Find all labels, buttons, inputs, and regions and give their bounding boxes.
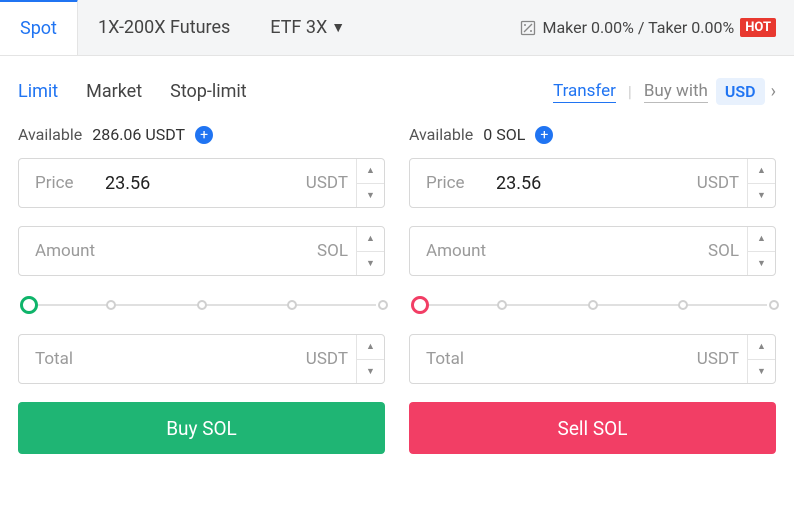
slider-stop[interactable] [287, 300, 297, 310]
slider-stop[interactable] [769, 300, 779, 310]
sell-total-unit: USDT [697, 349, 739, 369]
slider-stop[interactable] [678, 300, 688, 310]
stepper-down-icon[interactable]: ▼ [748, 184, 775, 208]
stepper-up-icon[interactable]: ▲ [357, 335, 384, 360]
buy-available-row: Available 286.06 USDT + [18, 125, 385, 144]
sell-price-unit: USDT [697, 173, 739, 193]
buy-with-label: Buy with [644, 81, 708, 103]
sell-amount-stepper: ▲ ▼ [747, 227, 775, 275]
stepper-down-icon[interactable]: ▼ [357, 360, 384, 384]
buy-button[interactable]: Buy SOL [18, 402, 385, 454]
slider-stop[interactable] [197, 300, 207, 310]
separator: | [628, 82, 632, 101]
chevron-down-icon: ▼ [331, 19, 345, 36]
buy-total-label: Total [19, 349, 105, 369]
buy-amount-stepper: ▲ ▼ [356, 227, 384, 275]
slider-handle[interactable] [20, 296, 38, 314]
tab-etf[interactable]: ETF 3X ▼ [250, 0, 365, 56]
buy-total-field: Total USDT ▲ ▼ [18, 334, 385, 384]
deposit-plus-icon[interactable]: + [195, 126, 213, 144]
sell-price-stepper: ▲ ▼ [747, 159, 775, 207]
stepper-down-icon[interactable]: ▼ [748, 252, 775, 276]
sell-total-field: Total USDT ▲ ▼ [409, 334, 776, 384]
buy-total-input[interactable] [105, 349, 306, 370]
sell-total-input[interactable] [496, 349, 697, 370]
buy-available-value: 286.06 USDT [92, 125, 185, 144]
stepper-up-icon[interactable]: ▲ [748, 227, 775, 252]
buy-price-field: Price USDT ▲ ▼ [18, 158, 385, 208]
slider-stop[interactable] [497, 300, 507, 310]
sell-available-label: Available [409, 125, 473, 144]
buy-amount-field: Amount SOL ▲ ▼ [18, 226, 385, 276]
buy-price-label: Price [19, 173, 105, 193]
stepper-up-icon[interactable]: ▲ [748, 159, 775, 184]
top-tab-bar: Spot 1X-200X Futures ETF 3X ▼ Maker 0.00… [0, 0, 794, 56]
hot-badge: HOT [740, 18, 776, 37]
sell-available-value: 0 SOL [483, 125, 525, 144]
buy-amount-label: Amount [19, 241, 105, 261]
buy-amount-unit: SOL [317, 241, 348, 261]
stepper-up-icon[interactable]: ▲ [748, 335, 775, 360]
sell-amount-input[interactable] [496, 241, 708, 262]
mode-market[interactable]: Market [86, 81, 142, 102]
buy-total-stepper: ▲ ▼ [356, 335, 384, 383]
sell-price-input[interactable] [496, 173, 697, 194]
buy-amount-input[interactable] [105, 241, 317, 262]
mode-stop-limit[interactable]: Stop-limit [170, 81, 247, 102]
sell-amount-unit: SOL [708, 241, 739, 261]
buy-available-label: Available [18, 125, 82, 144]
sell-available-row: Available 0 SOL + [409, 125, 776, 144]
sell-price-field: Price USDT ▲ ▼ [409, 158, 776, 208]
buy-price-unit: USDT [306, 173, 348, 193]
sell-button[interactable]: Sell SOL [409, 402, 776, 454]
buy-price-input[interactable] [105, 173, 306, 194]
mode-row: Limit Market Stop-limit Transfer | Buy w… [0, 56, 794, 109]
tab-futures[interactable]: 1X-200X Futures [78, 0, 250, 56]
stepper-down-icon[interactable]: ▼ [748, 360, 775, 384]
buy-amount-slider[interactable] [20, 298, 383, 312]
currency-chip[interactable]: USD [716, 78, 765, 105]
stepper-up-icon[interactable]: ▲ [357, 227, 384, 252]
buy-price-stepper: ▲ ▼ [356, 159, 384, 207]
fee-area[interactable]: Maker 0.00% / Taker 0.00% HOT [520, 18, 776, 37]
slider-stop[interactable] [378, 300, 388, 310]
fee-text: Maker 0.00% / Taker 0.00% [542, 18, 734, 37]
order-columns: Available 286.06 USDT + Price USDT ▲ ▼ A… [0, 109, 794, 454]
sell-total-stepper: ▲ ▼ [747, 335, 775, 383]
tab-etf-label: ETF 3X [270, 17, 327, 38]
sell-amount-label: Amount [410, 241, 496, 261]
sell-amount-slider[interactable] [411, 298, 774, 312]
tab-spot[interactable]: Spot [0, 0, 78, 55]
stepper-down-icon[interactable]: ▼ [357, 252, 384, 276]
buy-total-unit: USDT [306, 349, 348, 369]
discount-icon [520, 20, 536, 36]
sell-total-label: Total [410, 349, 496, 369]
transfer-link[interactable]: Transfer [553, 81, 616, 103]
sell-column: Available 0 SOL + Price USDT ▲ ▼ Amount … [409, 125, 776, 454]
stepper-up-icon[interactable]: ▲ [357, 159, 384, 184]
slider-stop[interactable] [588, 300, 598, 310]
deposit-plus-icon[interactable]: + [535, 126, 553, 144]
sell-price-label: Price [410, 173, 496, 193]
stepper-down-icon[interactable]: ▼ [357, 184, 384, 208]
sell-amount-field: Amount SOL ▲ ▼ [409, 226, 776, 276]
slider-handle[interactable] [411, 296, 429, 314]
buy-column: Available 286.06 USDT + Price USDT ▲ ▼ A… [18, 125, 385, 454]
slider-stop[interactable] [106, 300, 116, 310]
chevron-right-icon[interactable]: › [771, 81, 776, 102]
mode-limit[interactable]: Limit [18, 81, 58, 102]
